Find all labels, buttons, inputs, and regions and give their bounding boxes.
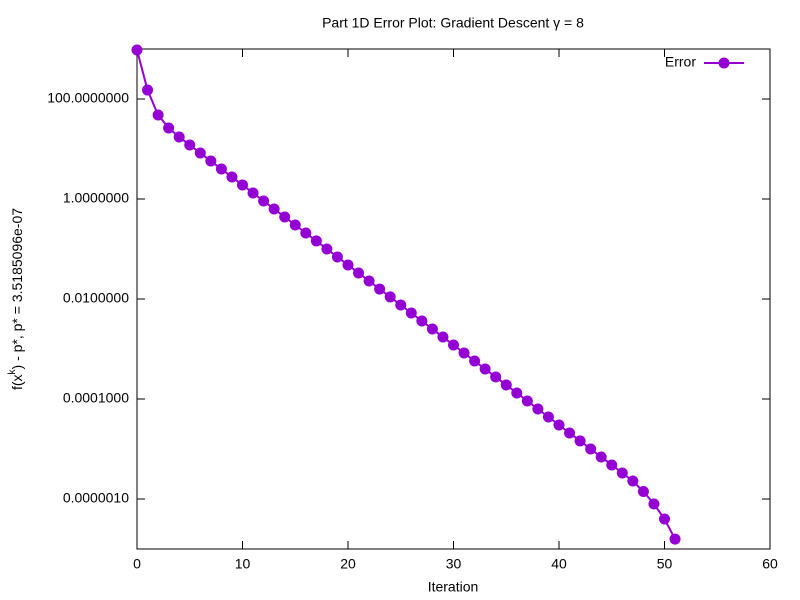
data-point [553, 419, 565, 431]
data-point [490, 371, 502, 383]
y-tick-label: 0.0100000 [63, 290, 129, 306]
data-point [479, 363, 491, 375]
data-point [648, 498, 660, 510]
data-point [574, 435, 586, 447]
data-point [606, 459, 618, 471]
data-point [205, 155, 217, 167]
data-point [500, 379, 512, 391]
data-point [384, 291, 396, 303]
data-point [542, 411, 554, 423]
y-axis-label: f(xk) - p*, p* = 3.5185096e-07 [7, 208, 25, 390]
data-point [342, 259, 354, 271]
x-tick-label: 30 [446, 556, 462, 572]
data-point [426, 323, 438, 335]
x-tick-label: 10 [235, 556, 251, 572]
data-point [669, 533, 681, 545]
data-point [585, 443, 597, 455]
y-label-sup: k [7, 368, 18, 374]
data-point [448, 339, 459, 351]
legend-label: Error [665, 54, 696, 70]
data-point [616, 467, 628, 479]
data-point [521, 395, 533, 407]
legend-marker [718, 57, 730, 69]
data-point [310, 235, 322, 247]
series-line [136, 49, 676, 540]
data-point [163, 122, 175, 134]
data-point [289, 219, 301, 231]
data-point [247, 187, 259, 199]
data-point [511, 387, 523, 399]
data-point [152, 109, 164, 121]
data-point [142, 84, 154, 96]
data-point [437, 331, 449, 343]
data-point [659, 513, 670, 525]
data-point [194, 147, 206, 159]
data-point [226, 171, 238, 183]
data-point [627, 475, 639, 487]
data-point [331, 251, 343, 263]
data-point [532, 403, 544, 415]
x-tick-label: 0 [133, 556, 141, 572]
y-label-part: ) - p*, p* = 3.5185096e-07 [9, 208, 25, 370]
data-point [321, 243, 333, 255]
data-point [173, 131, 185, 143]
data-point [416, 315, 428, 327]
x-axis-label: Iteration [428, 579, 479, 595]
data-point [353, 267, 365, 279]
data-point [374, 283, 386, 295]
data-point [595, 451, 607, 463]
data-point [564, 427, 576, 439]
data-point [258, 195, 270, 207]
data-point [184, 139, 196, 151]
data-point [469, 355, 481, 367]
x-tick-label: 20 [340, 556, 356, 572]
data-point [268, 203, 280, 215]
y-tick-label: 1.0000000 [63, 190, 129, 206]
data-point [131, 44, 143, 56]
x-tick-label: 40 [551, 556, 567, 572]
y-tick-label: 0.0001000 [63, 390, 129, 406]
data-point [363, 275, 375, 287]
data-point [215, 163, 227, 175]
y-tick-label: 100.0000000 [47, 90, 129, 106]
y-label-part: f(x [9, 374, 25, 390]
data-point [237, 179, 248, 191]
x-tick-label: 60 [762, 556, 778, 572]
data-point [279, 211, 291, 223]
data-point [637, 486, 649, 498]
data-point [395, 299, 407, 311]
data-point [458, 347, 470, 359]
y-tick-label: 0.0000010 [63, 490, 129, 506]
x-tick-label: 50 [657, 556, 673, 572]
data-point [405, 307, 417, 319]
chart-title: Part 1D Error Plot: Gradient Descent γ =… [322, 15, 584, 31]
data-point [300, 227, 312, 239]
